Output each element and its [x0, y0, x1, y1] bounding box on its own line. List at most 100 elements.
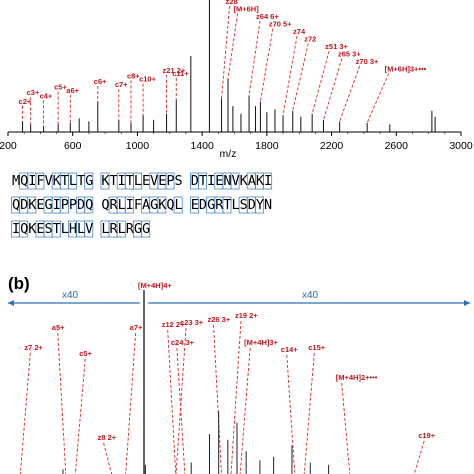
panel-b-annotation-line — [19, 352, 31, 474]
zoom-left-label: x40 — [62, 290, 79, 301]
panel-a-annotation-line — [282, 35, 298, 116]
protein-sequence: MQIFVKTLTG KTITLEVEPS DTIENVKAKI QDKEGIP… — [11, 172, 273, 238]
sequence-residue-box — [84, 196, 94, 214]
panel-a-annotation-label: z74 — [293, 27, 306, 36]
sequence-residue-box — [254, 196, 264, 214]
panel-a-annotation-label: c5+ — [54, 83, 67, 92]
sequence-residue-box — [51, 220, 61, 238]
panel-b-annotation-label: [M+4H]3+ — [244, 338, 278, 347]
panel-b-annotation-line — [213, 324, 222, 474]
zoom-right-label: x40 — [302, 290, 319, 301]
panel-a-annotation-line — [292, 43, 309, 111]
panel-b-annotation-line — [286, 354, 296, 474]
panel-a-annotation-label: z65 3+ — [338, 50, 361, 59]
panel-b-annotation-line — [74, 358, 86, 474]
sequence-residue-box — [59, 196, 69, 214]
panel-b-label: (b) — [8, 274, 30, 293]
panel-a-x-ticks: 200 600 1000 1400 1800 2200 2600 3000 — [0, 132, 473, 152]
panel-a-annotation-line — [221, 5, 231, 99]
panel-a-annotation-label: c11+ — [172, 69, 189, 78]
sequence-residue-box — [141, 220, 151, 238]
panel-a-annotation-label: c8+ — [127, 71, 140, 80]
panel-a-tick-label: 1000 — [126, 140, 150, 152]
sequence-residue-box — [27, 196, 37, 214]
panel-b-annotation-label: z12 2+ — [162, 320, 185, 329]
panel-b-annotation-line — [125, 332, 137, 474]
panel-a-annotation-label: z70 5+ — [269, 20, 292, 29]
sequence-residue-box — [19, 220, 29, 238]
sequence-residue-box — [116, 220, 126, 238]
panel-a-tick-label: 3000 — [449, 140, 473, 152]
panel-a-annotation-label: c10+ — [139, 75, 157, 84]
panel-a-annotation-label: c2+ — [19, 97, 32, 106]
panel-b-annotation-label: z19 2+ — [235, 311, 258, 320]
panel-b-annotation-lines — [19, 320, 425, 474]
panel-a-annotation-label: c4+ — [40, 91, 53, 100]
panel-a-annotations: c2+c3+ c4+c5+ a6+ c6+ c7+c8+ c10+ z21 2+c11+ z2… — [19, 0, 427, 106]
sequence-residue-box — [84, 172, 94, 190]
panel-a-tick-label: 200 — [0, 140, 17, 152]
panel-a-annotation-line — [259, 28, 274, 102]
panel-b-peaks — [62, 411, 330, 474]
sequence-row-1: MQIFVKTLTG KTITLEVEPS DTIENVKAKI — [12, 173, 272, 189]
panel-a-annotation-label: a6+ — [66, 86, 79, 95]
panel-b-annotation-label: c5+ — [79, 349, 92, 358]
sequence-residue-box — [157, 196, 167, 214]
sequence-residue-box — [173, 196, 183, 214]
panel-a-annotation-line — [248, 20, 261, 96]
panel-a-annotation-line — [227, 13, 238, 79]
panel-b-annotation-line — [239, 347, 251, 474]
panel-b-annotation-label: c24 3+ — [171, 338, 195, 347]
sequence-residue-box — [84, 220, 94, 238]
panel-a-x-label: m/z — [220, 148, 237, 160]
panel-b-spectrum: (b) x40 x40 [M+4H]4+ z7 2+ a5+ c5+ z8 2+ a7+… — [8, 274, 470, 474]
sequence-highlight-boxes — [11, 172, 273, 238]
sequence-residue-box — [124, 196, 134, 214]
sequence-residue-box — [189, 196, 199, 214]
panel-b-annotation-line — [103, 442, 113, 474]
panel-a-peaks — [22, 0, 436, 132]
panel-a-annotation-line — [339, 65, 361, 122]
panel-a-annotation-label: c6+ — [94, 77, 107, 86]
zoom-left-arrowhead — [8, 300, 14, 306]
sequence-residue-box — [222, 196, 232, 214]
panel-b-annotation-line — [413, 440, 425, 474]
sequence-residue-box — [68, 172, 77, 190]
panel-a-spectrum: c2+c3+ c4+c5+ a6+ c6+ c7+c8+ c10+ z21 2+c11+ z2… — [0, 0, 473, 160]
panel-a-annotation-label: c3+ — [27, 88, 40, 97]
panel-a-annotation-label: z51 3+ — [325, 42, 348, 51]
sequence-row-3: IQKESTLHLV LRLRGG — [12, 221, 150, 237]
panel-a-annotation-line — [311, 50, 330, 114]
panel-b-annotation-label: c23 3+ — [180, 318, 204, 327]
panel-b-annotation-line — [176, 347, 186, 474]
panel-b-annotation-line — [230, 320, 242, 474]
panel-a-annotation-line — [366, 73, 390, 124]
panel-b-annotation-label: a7+ — [130, 323, 143, 332]
sequence-residue-box — [35, 172, 45, 190]
panel-a-annotation-line — [323, 58, 343, 120]
panel-b-annotation-label: z7 2+ — [24, 343, 43, 352]
zoom-right-arrowhead — [464, 300, 470, 306]
panel-a-annotation-label: z70 3+ — [356, 57, 379, 66]
panel-a-tick-label: 2200 — [320, 140, 344, 152]
sequence-residue-box — [165, 172, 175, 190]
panel-b-annotation-label: c14+ — [281, 345, 299, 354]
panel-a-annotation-label: [M+6H]3+••• — [385, 65, 427, 74]
panel-b-annotations: z7 2+ a5+ c5+ z8 2+ a7+ z12 2+c23 3+ z26 3+ z19… — [24, 311, 435, 442]
panel-a-annotation-label: z72 — [304, 35, 316, 44]
panel-b-annotation-label: z8 2+ — [98, 433, 117, 442]
sequence-residue-box — [100, 172, 110, 190]
panel-a-annotation-label: z21 2+ — [163, 66, 186, 75]
panel-a-tick-label: 1400 — [190, 140, 214, 152]
panel-b-annotation-label: a5+ — [52, 323, 65, 332]
panel-a-tick-label: 1800 — [255, 140, 279, 152]
panel-a-annotation-label: c7+ — [115, 80, 128, 89]
panel-a-annotation-label: z64 6+ — [256, 12, 279, 21]
precursor-label: [M+4H]4+ — [138, 281, 172, 290]
panel-a-annotation-label: [M+6H] — [234, 5, 260, 14]
panel-b-annotation-label: z26 3+ — [208, 315, 231, 324]
sequence-residue-box — [263, 172, 273, 190]
panel-b-annotation-line — [57, 332, 67, 474]
sequence-residue-box — [230, 172, 240, 190]
